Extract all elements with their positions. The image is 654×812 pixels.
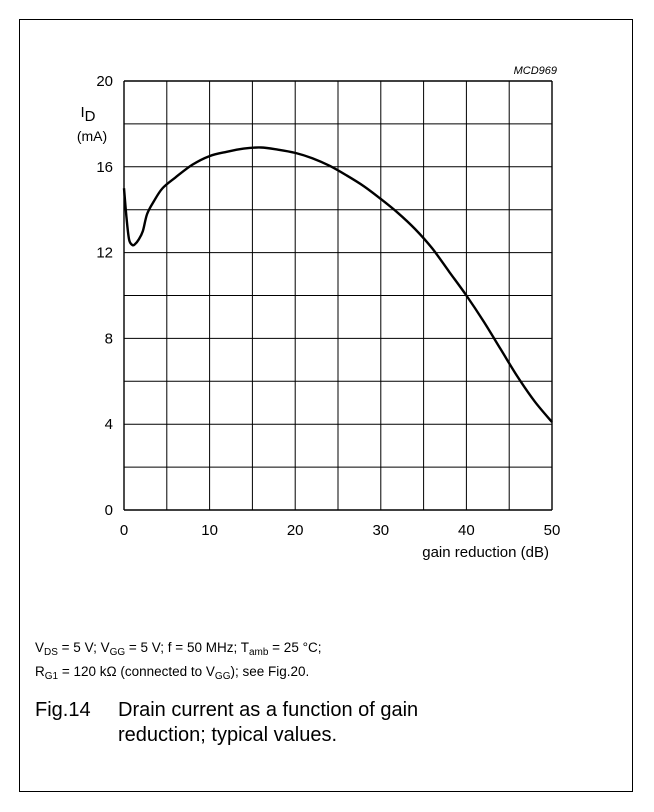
conditions-line-1: VDS = 5 V; VGG = 5 V; f = 50 MHz; Tamb =… — [35, 636, 321, 660]
x-tick-label: 30 — [372, 522, 389, 539]
y-tick-label: 20 — [96, 73, 113, 90]
x-tick-label: 0 — [120, 522, 128, 539]
y-axis-label: ID — [80, 104, 95, 125]
y-axis-subscript: D — [85, 108, 96, 125]
rg1-symbol: R — [35, 664, 45, 679]
y-axis-symbol: I — [80, 104, 84, 121]
y-tick-label: 0 — [105, 502, 113, 519]
x-tick-label: 40 — [458, 522, 475, 539]
caption-line-2: reduction; typical values. — [118, 724, 338, 746]
x-tick-label: 20 — [287, 522, 304, 539]
x-axis-label: gain reduction (dB) — [422, 544, 549, 561]
vds-value: = 5 V; — [57, 640, 101, 655]
conditions-line-2: RG1 = 120 kΩ (connected to VGG); see Fig… — [35, 660, 321, 684]
tamb-value: = 25 °C; — [268, 640, 322, 655]
figure-number: Fig.14 — [35, 699, 91, 721]
y-tick-label: 8 — [105, 330, 113, 347]
vgg-value: = 5 V; f = 50 MHz; — [125, 640, 241, 655]
y-tick-label: 16 — [96, 159, 113, 176]
y-axis-unit: (mA) — [77, 128, 107, 144]
tamb-symbol: T — [240, 640, 249, 655]
figure-frame — [19, 19, 633, 792]
vgg-symbol: V — [100, 640, 110, 655]
vgg-subscript: GG — [109, 647, 126, 658]
y-tick-label: 12 — [96, 245, 113, 262]
rg1-value: = 120 kΩ (connected to — [58, 664, 206, 679]
chart-code: MCD969 — [514, 65, 557, 77]
vgg2-subscript: GG — [214, 671, 231, 682]
caption-title-1: Drain current as a function of gain — [118, 699, 419, 721]
vgg2-symbol: V — [205, 664, 215, 679]
tamb-subscript: amb — [248, 647, 269, 658]
caption-line-1: Fig.14 Drain current as a function of gai… — [35, 698, 418, 723]
figure-caption: Fig.14 Drain current as a function of gai… — [35, 698, 418, 748]
vds-subscript: DS — [44, 647, 58, 658]
chart-grid — [123, 80, 553, 511]
conditions-tail: ); see Fig.20. — [230, 664, 310, 679]
chart-tick-labels: 0 4 8 12 16 20 0 10 20 30 40 50 — [96, 73, 560, 539]
rg1-subscript: G1 — [44, 671, 59, 682]
drain-current-curve — [122, 146, 553, 423]
test-conditions: VDS = 5 V; VGG = 5 V; f = 50 MHz; Tamb =… — [35, 636, 321, 684]
x-tick-label: 50 — [544, 522, 561, 539]
vds-symbol: V — [35, 640, 45, 655]
x-tick-label: 10 — [201, 522, 218, 539]
y-tick-label: 4 — [105, 416, 113, 433]
